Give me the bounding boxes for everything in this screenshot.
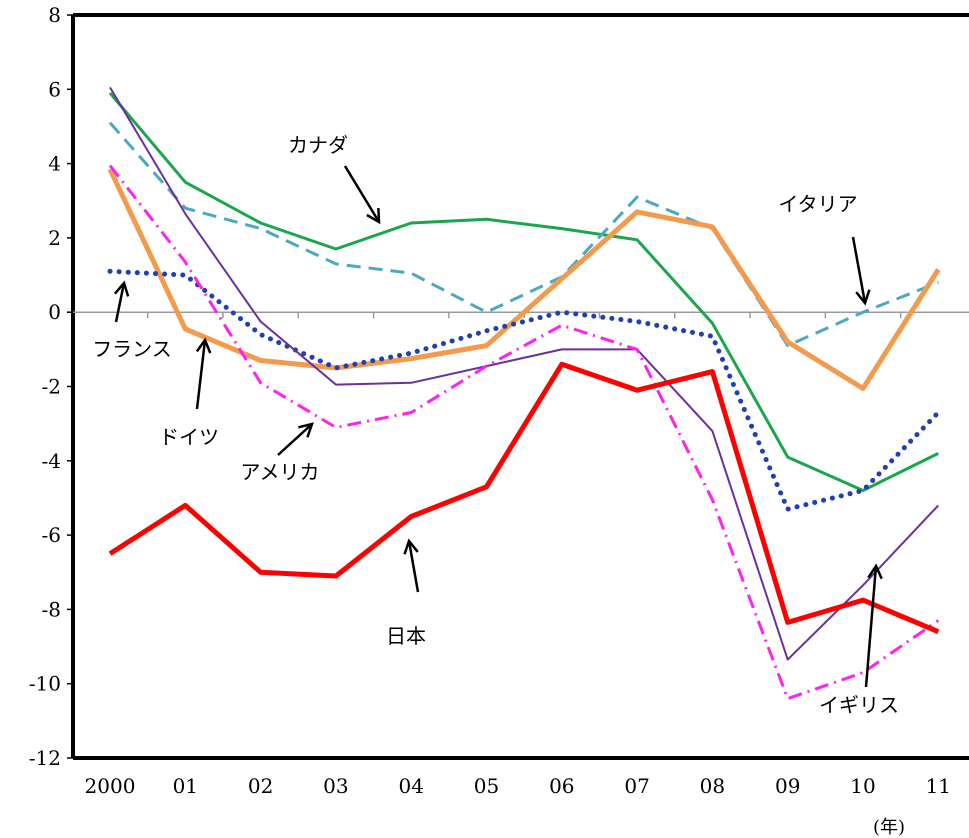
series-line [108,361,940,635]
annotation-arrow-shaft [343,165,381,223]
x-tick-label: 10 [850,774,875,798]
annotation-arrow-head [855,289,871,306]
y-tick-label: -4 [42,449,61,473]
y-tick-label: 0 [48,300,61,324]
x-tick-label: 2000 [85,774,136,798]
x-tick-label: 06 [549,774,574,798]
y-tick-label: 4 [48,152,61,176]
x-tick-label: 04 [398,774,423,798]
annotation-arrow-head [867,563,883,580]
x-tick-label: 11 [926,774,951,798]
annotation-arrow-head [114,280,130,297]
series-lines [107,86,941,701]
annotation-arrow-head [403,538,419,555]
series-annotation: フランス [92,280,172,361]
x-axis: 2000 01 02 03 04 05 06 07 08 09 10 11 [85,312,951,798]
series-annotation-label: ドイツ [159,425,219,449]
series-annotation-label: フランス [92,337,172,361]
x-tick-label: 07 [624,774,649,798]
series-annotation-label: イタリア [778,192,857,216]
plot-area [73,15,968,758]
series-annotation-label: カナダ [288,133,348,157]
series-annotation-label: アメリカ [241,460,320,484]
y-tick-label: -6 [42,523,61,547]
y-axis: 8 6 4 2 0 -2 -4 -6 -8 -10 -12 [29,3,73,770]
series-line [108,121,939,348]
x-tick-label: 09 [775,774,800,798]
series-line [107,168,941,391]
series-line [108,164,940,701]
series-annotation-label: イギリス [819,693,899,717]
series-annotation: アメリカ [241,422,320,484]
x-tick-label: 02 [248,774,273,798]
series-annotation: イタリア [778,192,871,306]
y-tick-label: -12 [29,746,61,770]
x-tick-label: 08 [700,774,725,798]
x-tick-label: 03 [323,774,348,798]
series-line [109,86,940,661]
y-tick-label: -2 [42,375,61,399]
y-tick-label: -10 [29,672,61,696]
series-line [108,92,939,492]
series-annotation: イギリス [819,563,899,717]
annotation-arrow-shaft [407,540,420,593]
series-line [107,268,941,512]
annotation-arrow-shaft [195,339,207,410]
annotation-arrow-shaft [277,423,313,456]
x-tick-label: 01 [173,774,198,798]
y-tick-label: 6 [48,77,61,101]
x-tick-label: 05 [474,774,499,798]
annotation-arrow-head [366,207,381,225]
annotation-arrow-shaft [114,282,126,323]
annotation-arrow-head [195,337,212,354]
y-tick-label: 2 [48,226,61,250]
series-annotation: カナダ [288,133,381,225]
annotation-arrow-shaft [864,565,878,688]
series-annotation-label: 日本 [386,624,426,648]
series-annotation: ドイツ [159,337,219,449]
y-tick-label: 8 [48,3,61,27]
annotation-arrow-shaft [851,236,867,304]
annotation-arrow-head [298,422,314,438]
y-tick-label: -8 [42,597,61,621]
series-annotation: 日本 [386,538,426,648]
x-unit-label: (年) [873,817,905,838]
